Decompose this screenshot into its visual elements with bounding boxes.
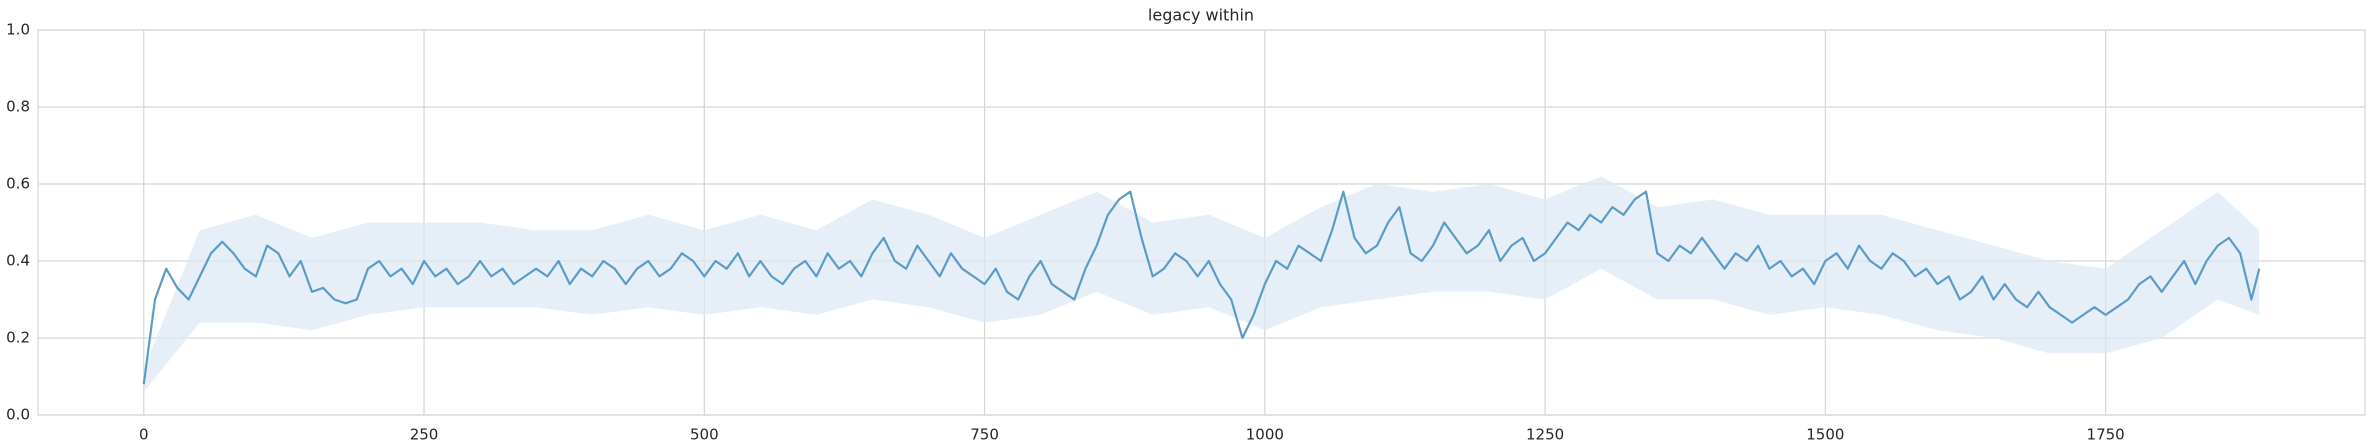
- y-tick-label: 0.4: [6, 252, 30, 270]
- x-tick-label: 1750: [2087, 426, 2125, 444]
- x-tick-label: 250: [410, 426, 439, 444]
- y-tick-label: 0.8: [6, 98, 30, 116]
- y-tick-label: 0.6: [6, 175, 30, 193]
- x-tick-label: 500: [690, 426, 719, 444]
- y-tick-label: 0.2: [6, 329, 30, 347]
- x-tick-label: 1250: [1526, 426, 1564, 444]
- x-tick-label: 0: [139, 426, 149, 444]
- chart-title: legacy within: [1148, 6, 1254, 25]
- line: [142, 190, 2261, 385]
- confidence-band: [143, 176, 2260, 392]
- y-tick-label: 0.0: [6, 406, 30, 424]
- x-tick-label: 1500: [1806, 426, 1844, 444]
- x-tick-label: 750: [970, 426, 999, 444]
- y-tick-label: 1.0: [6, 21, 30, 39]
- plot-frame: [37, 29, 2366, 416]
- x-tick-label: 1000: [1246, 426, 1284, 444]
